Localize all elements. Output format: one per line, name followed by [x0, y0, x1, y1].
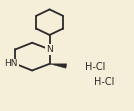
Text: HN: HN	[4, 59, 18, 68]
Text: N: N	[46, 45, 53, 54]
Text: H-Cl: H-Cl	[85, 62, 105, 72]
Polygon shape	[50, 64, 67, 68]
Text: H-Cl: H-Cl	[94, 77, 114, 87]
